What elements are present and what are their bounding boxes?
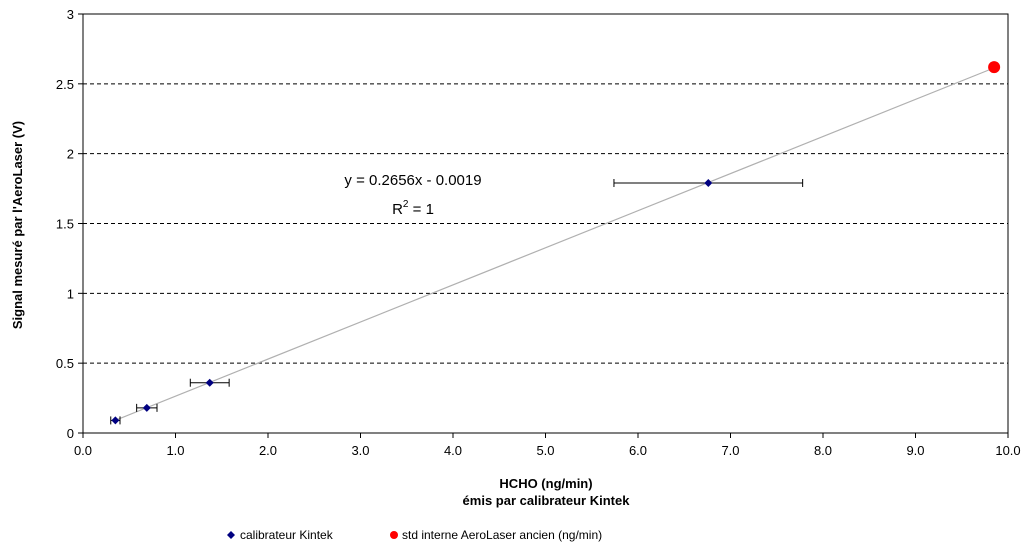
data-marks — [110, 61, 1001, 425]
r2-symbol: R — [392, 201, 403, 218]
x-axis-title-line2: émis par calibrateur Kintek — [463, 493, 631, 508]
y-tick-label-3: 1.5 — [56, 217, 74, 232]
x-tick-label-9: 9.0 — [906, 443, 924, 458]
y-tick-label-5: 2.5 — [56, 77, 74, 92]
y-tick-label-0: 0 — [67, 426, 74, 441]
x-tick-label-8: 8.0 — [814, 443, 832, 458]
x-tick-label-1: 1.0 — [166, 443, 184, 458]
y-axis-title: Signal mesuré par l'AeroLaser (V) — [10, 121, 25, 329]
legend-marker-aerolaser — [390, 531, 398, 539]
x-axis-ticks: 0.0 1.0 2.0 3.0 4.0 5.0 6.0 7.0 8.0 9.0 10.0 — [74, 433, 1021, 458]
data-point-kintek-2 — [205, 378, 214, 387]
x-tick-label-5: 5.0 — [536, 443, 554, 458]
y-tick-label-2: 1 — [67, 286, 74, 301]
data-point-kintek-1 — [142, 403, 151, 412]
trendline-equation: y = 0.2656x - 0.0019 — [344, 172, 481, 189]
legend-marker-kintek — [227, 531, 235, 539]
x-tick-label-6: 6.0 — [629, 443, 647, 458]
legend-label-aerolaser: std interne AeroLaser ancien (ng/min) — [402, 528, 602, 542]
x-tick-label-2: 2.0 — [259, 443, 277, 458]
y-axis-ticks: 0 0.5 1 1.5 2 2.5 3 — [56, 7, 83, 441]
trendline-r2: R2 = 1 — [392, 199, 434, 218]
r2-value: = 1 — [408, 201, 433, 218]
x-tick-label-7: 7.0 — [721, 443, 739, 458]
y-tick-label-1: 0.5 — [56, 356, 74, 371]
r2-superscript: 2 — [403, 199, 409, 210]
trendline — [115, 67, 995, 421]
y-tick-label-4: 2 — [67, 147, 74, 162]
y-tick-label-6: 3 — [67, 7, 74, 22]
x-tick-label-4: 4.0 — [444, 443, 462, 458]
data-point-kintek-3 — [704, 178, 713, 187]
x-axis-title: HCHO (ng/min) — [499, 476, 592, 491]
x-tick-label-10: 10.0 — [995, 443, 1020, 458]
x-tick-label-3: 3.0 — [351, 443, 369, 458]
legend-label-kintek: calibrateur Kintek — [240, 528, 334, 542]
gridlines — [83, 83, 1008, 364]
x-tick-label-0: 0.0 — [74, 443, 92, 458]
data-point-kintek-0 — [111, 416, 120, 425]
data-point-aerolaser-0 — [988, 61, 1001, 74]
legend: calibrateur Kintek std interne AeroLaser… — [227, 528, 602, 542]
